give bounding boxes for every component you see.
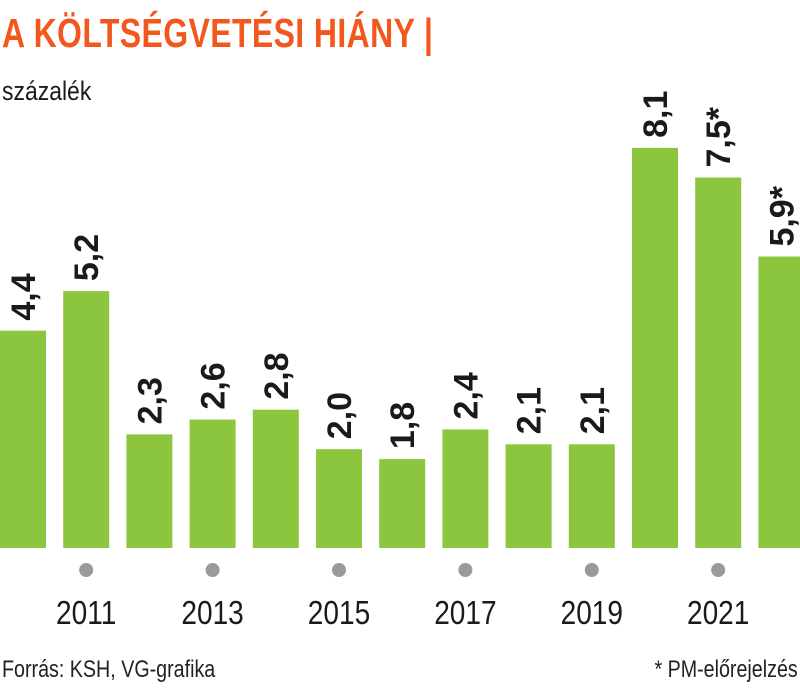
- bar-2019: [568, 444, 615, 548]
- source-note: Forrás: KSH, VG-grafika: [2, 656, 216, 683]
- value-label-2018: 2,1: [511, 387, 549, 434]
- value-label-2016: 1,8: [384, 402, 422, 449]
- x-tick-label-2015: 2015: [308, 595, 370, 632]
- bar-2022: [758, 256, 800, 548]
- value-label-2014: 2,8: [258, 352, 296, 399]
- bar-2018: [505, 444, 552, 548]
- value-label-2012: 2,3: [131, 377, 169, 424]
- chart-title: A KÖLTSÉGVETÉSI HIÁNY |: [2, 10, 434, 56]
- bar-2020: [632, 147, 678, 549]
- value-label-2010: 4,4: [5, 273, 43, 320]
- value-label-2013: 2,6: [195, 362, 233, 409]
- tick-dot-2017: [458, 563, 473, 577]
- x-tick-label-2017: 2017: [434, 595, 496, 632]
- value-label-2017: 2,4: [447, 372, 485, 419]
- bar-2012: [126, 434, 173, 548]
- value-label-2021: 7,5*: [700, 106, 738, 167]
- value-label-2011: 5,2: [68, 234, 106, 281]
- bar-2013: [189, 419, 236, 548]
- bar-2015: [316, 449, 362, 548]
- value-label-2015: 2,0: [321, 392, 359, 439]
- bar-2017: [442, 429, 489, 548]
- tick-dot-2019: [584, 563, 599, 577]
- footnote: * PM-előrejelzés: [654, 656, 798, 683]
- x-tick-label-2021: 2021: [687, 595, 749, 632]
- x-tick-label-2013: 2013: [181, 595, 243, 632]
- tick-dot-2013: [205, 563, 220, 577]
- value-label-2020: 8,1: [637, 91, 675, 138]
- tick-dot-2011: [79, 563, 94, 577]
- tick-dot-2021: [711, 563, 726, 577]
- bar-2021: [695, 177, 742, 548]
- x-tick-label-2011: 2011: [56, 595, 116, 632]
- tick-dot-2015: [332, 563, 346, 577]
- bar-2010: [0, 330, 46, 548]
- bar-2011: [63, 291, 110, 548]
- bar-2014: [252, 409, 299, 548]
- x-tick-label-2019: 2019: [561, 595, 623, 632]
- bar-2016: [379, 459, 426, 548]
- value-label-2022: 5,9*: [763, 185, 800, 246]
- value-label-2019: 2,1: [574, 387, 612, 434]
- unit-label: százalék: [2, 76, 92, 106]
